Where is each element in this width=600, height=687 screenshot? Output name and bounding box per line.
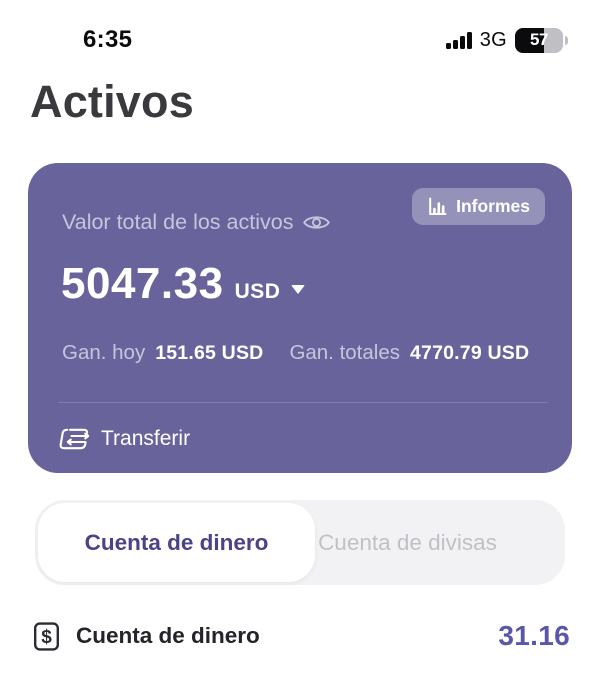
total-value-label-row: Valor total de los activos [62,210,331,235]
chevron-down-icon [291,284,306,294]
total-value: 5047.33 [61,259,224,308]
battery-cap [565,35,568,45]
account-value: 31.16 [498,620,570,651]
status-indicators: 3G 57 [446,26,568,54]
battery-fill [515,27,544,53]
reports-button-label: Informes [456,196,530,216]
total-value-row[interactable]: 5047.33 USD [61,259,306,309]
bar-chart-icon [427,196,448,217]
svg-text:$: $ [41,627,52,648]
page-title: Activos [30,76,194,127]
gain-today-label: Gan. hoy [62,341,146,364]
status-time: 6:35 [83,26,133,53]
eye-icon[interactable] [302,212,331,233]
battery-icon: 57 [515,27,563,53]
gain-total-label: Gan. totales [289,341,400,364]
account-name: Cuenta de dinero [76,623,260,648]
account-info: $ Cuenta de dinero [30,620,260,653]
battery-percent-label: 57 [530,30,548,49]
gain-total: Gan. totales 4770.79 USD [289,341,529,365]
tab-label: Cuenta de dinero [84,529,269,555]
transfer-button-label: Transferir [101,427,191,450]
tab-cuenta-de-divisas[interactable]: Cuenta de divisas [315,500,500,585]
status-bar: 6:35 3G 57 [0,0,600,60]
dollar-note-icon: $ [30,620,63,653]
account-list-item[interactable]: $ Cuenta de dinero 31.16 [30,612,570,660]
total-value-label: Valor total de los activos [62,210,294,234]
account-tabs: Cuenta de dinero Cuenta de divisas [35,500,565,585]
transfer-button[interactable]: Transferir [48,415,200,463]
gain-today: Gan. hoy 151.65 USD [62,341,263,365]
reports-button[interactable]: Informes [412,188,545,225]
gains-row: Gan. hoy 151.65 USD Gan. totales 4770.79… [62,341,529,365]
signal-strength-icon [446,31,472,49]
card-divider [58,402,548,403]
transfer-arrows-icon [58,426,90,452]
gain-total-value: 4770.79 USD [409,342,530,364]
currency-label: USD [234,280,281,303]
asset-summary-card: Valor total de los activos Informes [28,163,572,473]
tab-cuenta-de-dinero[interactable]: Cuenta de dinero [38,503,315,582]
network-type-label: 3G [479,28,507,51]
tab-label: Cuenta de divisas [318,529,497,555]
gain-today-value: 151.65 USD [155,342,264,364]
